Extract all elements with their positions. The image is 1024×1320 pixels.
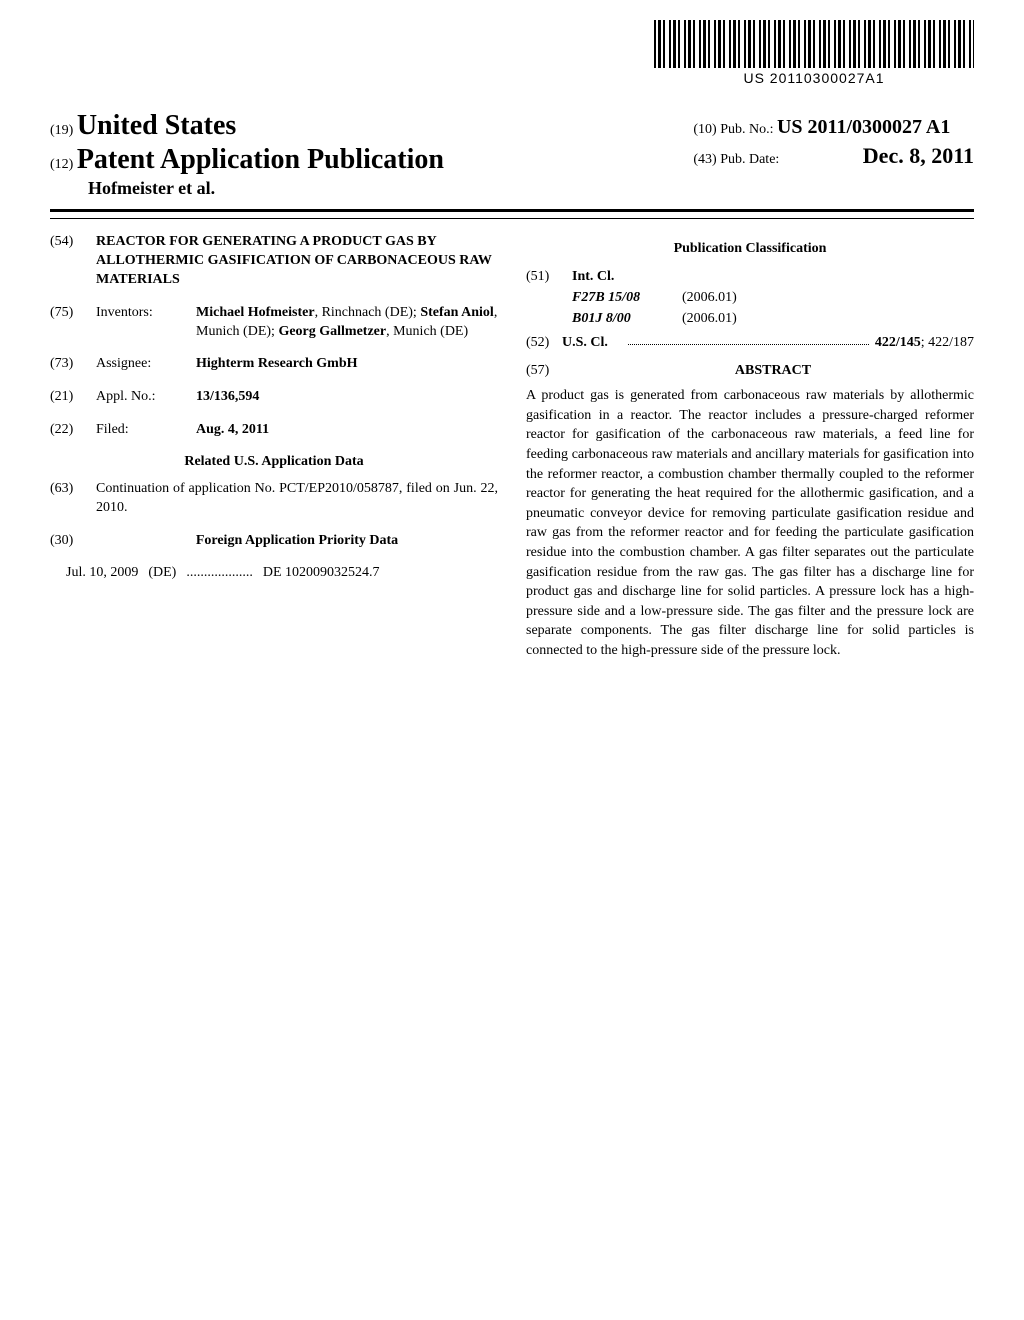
intcl-list: F27B 15/08 (2006.01) B01J 8/00 (2006.01) [526, 287, 974, 329]
field-filed: (22) Filed: Aug. 4, 2011 [50, 421, 498, 440]
pubdate-value: Dec. 8, 2011 [783, 143, 974, 168]
inventor-name-0: Michael Hofmeister [196, 305, 315, 320]
field-foreign-priority-head: (30) Foreign Application Priority Data [50, 532, 498, 551]
inventors-list: Michael Hofmeister, Rinchnach (DE); Stef… [196, 304, 498, 342]
inventor-loc-2: , Munich (DE) [386, 324, 468, 339]
intcl-item-0: F27B 15/08 (2006.01) [572, 287, 974, 308]
abstract-head-row: (57) ABSTRACT [526, 361, 974, 381]
pub-title: Patent Application Publication [77, 144, 444, 175]
uscl-values: 422/145; 422/187 [875, 335, 974, 351]
priority-date: Jul. 10, 2009 [66, 565, 138, 581]
field-related: (63) Continuation of application No. PCT… [50, 480, 498, 518]
priority-country: (DE) [148, 565, 176, 581]
inid-30: (30) [50, 532, 86, 551]
label-assignee: Assignee: [96, 355, 186, 374]
label-filed: Filed: [96, 421, 186, 440]
intcl-year-1: (2006.01) [682, 308, 737, 329]
filed-value: Aug. 4, 2011 [196, 421, 498, 440]
uscl-bold: 422/145 [875, 335, 921, 350]
inventor-loc-0: , Rinchnach (DE); [315, 305, 421, 320]
intcl-code-0: F27B 15/08 [572, 287, 682, 308]
inid-54: (54) [50, 233, 86, 290]
pubno-label: Pub. No.: [720, 122, 773, 137]
barcode-block: US 20110300027A1 [654, 20, 974, 86]
field-title: (54) REACTOR FOR GENERATING A PRODUCT GA… [50, 233, 498, 290]
assignee-value: Highterm Research GmbH [196, 355, 498, 374]
label-applno: Appl. No.: [96, 388, 186, 407]
kind-code: (19) [50, 123, 73, 138]
priority-number: DE 102009032524.7 [263, 565, 380, 581]
inid-63: (63) [50, 480, 86, 518]
intcl-row: (51) Int. Cl. [526, 267, 974, 287]
barcode-label: US 20110300027A1 [654, 70, 974, 86]
classification-heading: Publication Classification [526, 241, 974, 257]
uscl-dots [628, 335, 869, 345]
inid-75: (75) [50, 304, 86, 342]
field-assignee: (73) Assignee: Highterm Research GmbH [50, 355, 498, 374]
title-text: REACTOR FOR GENERATING A PRODUCT GAS BY … [96, 233, 498, 290]
pubdate-label: Pub. Date: [720, 152, 779, 167]
pub-code: (12) [50, 157, 73, 172]
uscl-rest: ; 422/187 [921, 335, 974, 350]
country: United States [77, 110, 236, 141]
pub-no-line: (10) Pub. No.: US 2011/0300027 A1 [693, 116, 974, 139]
applno-value: 13/136,594 [196, 388, 498, 407]
foreign-priority-row: Jul. 10, 2009 (DE) ................... D… [50, 565, 498, 581]
inid-22: (22) [50, 421, 86, 440]
two-column-layout: (54) REACTOR FOR GENERATING A PRODUCT GA… [50, 233, 974, 661]
barcode-graphic [654, 20, 974, 68]
abstract-heading: ABSTRACT [572, 361, 974, 381]
label-intcl: Int. Cl. [572, 267, 614, 287]
label-inventors: Inventors: [96, 304, 186, 342]
inid-21: (21) [50, 388, 86, 407]
inid-51: (51) [526, 267, 562, 287]
inid-52: (52) [526, 335, 562, 351]
inid-73: (73) [50, 355, 86, 374]
intcl-item-1: B01J 8/00 (2006.01) [572, 308, 974, 329]
inventor-name-1: Stefan Aniol [420, 305, 494, 320]
left-column: (54) REACTOR FOR GENERATING A PRODUCT GA… [50, 233, 498, 661]
inid-57: (57) [526, 361, 562, 381]
thick-rule [50, 209, 974, 212]
related-text: Continuation of application No. PCT/EP20… [96, 480, 498, 518]
intcl-code-1: B01J 8/00 [572, 308, 682, 329]
pubno-value: US 2011/0300027 A1 [777, 116, 950, 138]
field-applno: (21) Appl. No.: 13/136,594 [50, 388, 498, 407]
intcl-year-0: (2006.01) [682, 287, 737, 308]
pub-date-line: (43) Pub. Date: Dec. 8, 2011 [693, 143, 974, 169]
related-heading: Related U.S. Application Data [50, 454, 498, 470]
right-column: Publication Classification (51) Int. Cl.… [526, 233, 974, 661]
inventor-name-2: Georg Gallmetzer [278, 324, 386, 339]
thin-rule [50, 218, 974, 219]
pub-right-block: (10) Pub. No.: US 2011/0300027 A1 (43) P… [693, 116, 974, 169]
label-uscl: U.S. Cl. [562, 335, 622, 351]
uscl-row: (52) U.S. Cl. 422/145; 422/187 [526, 335, 974, 351]
authors-line: Hofmeister et al. [50, 178, 974, 199]
priority-dots: ................... [186, 565, 253, 581]
field-inventors: (75) Inventors: Michael Hofmeister, Rinc… [50, 304, 498, 342]
pubdate-code: (43) [693, 152, 716, 167]
pubno-code: (10) [693, 122, 716, 137]
foreign-priority-heading: Foreign Application Priority Data [96, 532, 498, 551]
abstract-text: A product gas is generated from carbonac… [526, 386, 974, 660]
